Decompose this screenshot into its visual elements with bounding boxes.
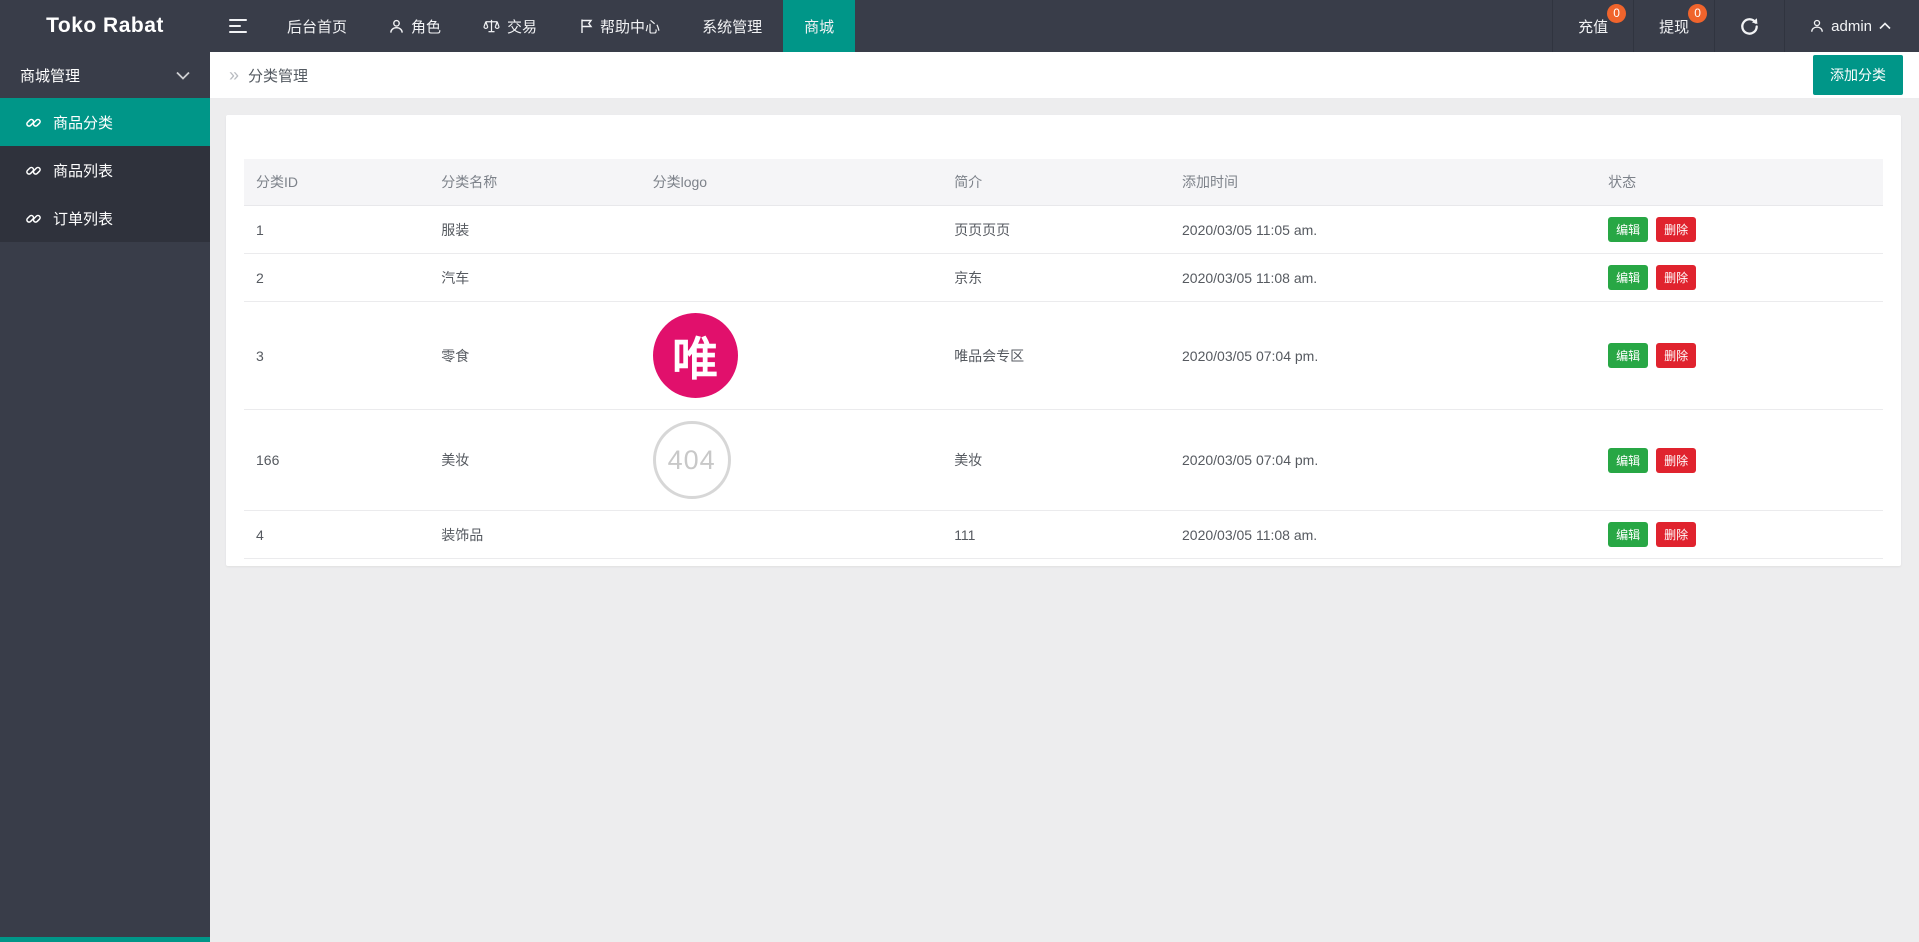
sidebar-item-order-list[interactable]: 订单列表	[0, 194, 210, 242]
refresh-button[interactable]	[1714, 0, 1784, 52]
cell-status-actions: 编辑 删除	[1596, 409, 1883, 511]
header-added-time: 添加时间	[1170, 159, 1597, 206]
category-table-body: 1 服装 页页页页 2020/03/05 11:05 am. 编辑 删除 2 汽车 京东 2020…	[244, 205, 1883, 559]
cell-category-id: 2	[244, 253, 430, 302]
hamburger-icon	[229, 19, 247, 33]
category-panel: 分类ID 分类名称 分类logo 简介 添加时间 状态 1 服装 页页页页 2020/…	[226, 115, 1901, 566]
table-row: 1 服装 页页页页 2020/03/05 11:05 am. 编辑 删除	[244, 205, 1883, 254]
cell-status-actions: 编辑 删除	[1596, 253, 1883, 302]
menu-toggle-button[interactable]	[210, 0, 266, 52]
sidebar-group-mall-management[interactable]: 商城管理	[0, 52, 210, 98]
header-category-name: 分类名称	[429, 159, 641, 206]
cell-category-name: 服装	[429, 205, 641, 254]
cell-category-id: 4	[244, 510, 430, 559]
cell-category-name: 汽车	[429, 253, 641, 302]
edit-button[interactable]: 编辑	[1608, 522, 1649, 547]
cell-status-actions: 编辑 删除	[1596, 205, 1883, 254]
main-content: » 分类管理 添加分类 分类ID 分类名称 分类logo 简介 添加时间 状态 …	[210, 0, 1919, 566]
recharge-button[interactable]: 充值 0	[1552, 0, 1633, 52]
delete-button[interactable]: 删除	[1656, 265, 1697, 290]
sidebar: 商城管理 商品分类 商品列表	[0, 52, 210, 942]
nav-item-help-center[interactable]: 帮助中心	[558, 0, 681, 52]
cell-status-actions: 编辑 删除	[1596, 510, 1883, 559]
broken-image-404-placeholder: 404	[652, 421, 731, 499]
header-description: 简介	[942, 159, 1170, 206]
cell-description: 京东	[942, 253, 1170, 302]
navbar-right: 充值 0 提现 0 admin	[1552, 0, 1919, 52]
page-title: 分类管理	[248, 67, 309, 85]
delete-button[interactable]: 删除	[1656, 217, 1697, 242]
cell-category-logo	[640, 205, 943, 254]
header-category-id: 分类ID	[244, 159, 430, 206]
link-icon	[25, 210, 42, 227]
cell-category-id: 1	[244, 205, 430, 254]
header-status: 状态	[1596, 159, 1883, 206]
breadcrumb-chevrons-icon: »	[229, 65, 240, 85]
withdraw-badge: 0	[1688, 4, 1708, 23]
scale-icon	[483, 18, 500, 34]
top-navbar: Toko Rabat 后台首页 角色 交易	[0, 0, 1919, 52]
delete-button[interactable]: 删除	[1656, 343, 1697, 368]
caret-up-icon	[1879, 22, 1891, 30]
category-table: 分类ID 分类名称 分类logo 简介 添加时间 状态 1 服装 页页页页 2020/…	[244, 159, 1883, 559]
cell-category-name: 零食	[429, 301, 641, 410]
edit-button[interactable]: 编辑	[1608, 265, 1649, 290]
chevron-down-icon	[176, 71, 190, 80]
link-icon	[25, 162, 42, 179]
user-menu[interactable]: admin	[1784, 0, 1919, 52]
sidebar-bottom-accent-bar	[0, 937, 210, 942]
table-row: 166 美妆 404 美妆 2020/03/05 07:04 pm. 编辑 删除	[244, 409, 1883, 511]
user-icon	[389, 19, 404, 34]
user-name: admin	[1831, 17, 1872, 35]
nav-item-mall[interactable]: 商城	[783, 0, 856, 52]
add-category-button[interactable]: 添加分类	[1813, 55, 1903, 95]
nav-item-roles[interactable]: 角色	[368, 0, 462, 52]
cell-category-logo	[640, 510, 943, 559]
breadcrumb: » 分类管理 添加分类	[210, 52, 1919, 99]
edit-button[interactable]: 编辑	[1608, 447, 1649, 473]
cell-description: 页页页页	[942, 205, 1170, 254]
cell-category-logo: 唯	[640, 301, 943, 410]
cell-description: 唯品会专区	[942, 301, 1170, 410]
edit-button[interactable]: 编辑	[1608, 343, 1649, 368]
table-row: 4 装饰品 111 2020/03/05 11:08 am. 编辑 删除	[244, 510, 1883, 559]
cell-category-id: 3	[244, 301, 430, 410]
cell-category-id: 166	[244, 409, 430, 511]
refresh-icon	[1740, 17, 1759, 36]
cell-added-time: 2020/03/05 11:05 am.	[1170, 205, 1597, 254]
sidebar-item-product-categories[interactable]: 商品分类	[0, 98, 210, 146]
brand-logo: Toko Rabat	[46, 14, 164, 37]
nav-item-transactions[interactable]: 交易	[462, 0, 558, 52]
cell-description: 美妆	[942, 409, 1170, 511]
cell-category-name: 装饰品	[429, 510, 641, 559]
link-icon	[25, 114, 42, 131]
cell-added-time: 2020/03/05 07:04 pm.	[1170, 409, 1597, 511]
main-menu: 后台首页 角色 交易 帮助中心 系统管理	[210, 0, 856, 52]
withdraw-button[interactable]: 提现 0	[1633, 0, 1714, 52]
cell-category-name: 美妆	[429, 409, 641, 511]
recharge-badge: 0	[1607, 4, 1627, 23]
cell-category-logo: 404	[640, 409, 943, 511]
cell-added-time: 2020/03/05 11:08 am.	[1170, 510, 1597, 559]
sidebar-item-product-list[interactable]: 商品列表	[0, 146, 210, 194]
cell-category-logo	[640, 253, 943, 302]
vip-logo-image: 唯	[652, 313, 738, 398]
flag-icon	[579, 18, 593, 34]
table-row: 2 汽车 京东 2020/03/05 11:08 am. 编辑 删除	[244, 253, 1883, 302]
admin-user-icon	[1810, 19, 1824, 33]
header-category-logo: 分类logo	[640, 159, 943, 206]
cell-description: 111	[942, 510, 1170, 559]
delete-button[interactable]: 删除	[1656, 447, 1697, 473]
delete-button[interactable]: 删除	[1656, 522, 1697, 547]
cell-added-time: 2020/03/05 11:08 am.	[1170, 253, 1597, 302]
cell-added-time: 2020/03/05 07:04 pm.	[1170, 301, 1597, 410]
nav-item-dashboard[interactable]: 后台首页	[287, 18, 348, 36]
cell-status-actions: 编辑 删除	[1596, 301, 1883, 410]
nav-item-system[interactable]: 系统管理	[702, 18, 763, 36]
sidebar-submenu: 商品分类 商品列表 订单列表	[0, 98, 210, 242]
edit-button[interactable]: 编辑	[1608, 217, 1649, 242]
table-row: 3 零食唯唯品会专区 2020/03/05 07:04 pm. 编辑 删除	[244, 301, 1883, 410]
table-header-row: 分类ID 分类名称 分类logo 简介 添加时间 状态	[244, 159, 1883, 206]
